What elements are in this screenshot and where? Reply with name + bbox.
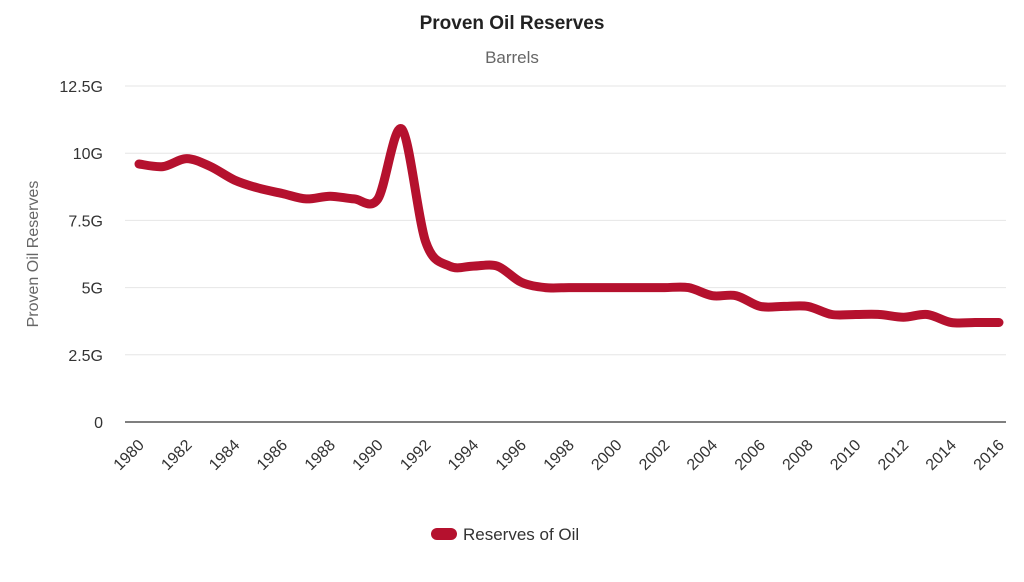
data-point bbox=[827, 310, 836, 319]
x-tick-label: 2014 bbox=[923, 437, 960, 474]
data-point bbox=[565, 283, 574, 292]
y-tick-label: 10G bbox=[73, 146, 103, 163]
data-point bbox=[397, 125, 406, 134]
x-tick-label: 2008 bbox=[780, 437, 817, 474]
data-point bbox=[923, 310, 932, 319]
data-point bbox=[421, 237, 430, 246]
data-point bbox=[230, 176, 239, 185]
x-tick-label: 2016 bbox=[971, 437, 1008, 474]
data-point bbox=[636, 283, 645, 292]
data-point bbox=[350, 194, 359, 203]
y-tick-label: 5G bbox=[82, 281, 103, 298]
data-point bbox=[517, 278, 526, 287]
data-point bbox=[254, 184, 263, 193]
data-point bbox=[971, 318, 980, 327]
x-tick-label: 1982 bbox=[158, 437, 195, 474]
y-tick-label: 0 bbox=[94, 415, 103, 432]
x-tick-label: 1984 bbox=[206, 437, 243, 474]
x-tick-label: 1996 bbox=[493, 437, 530, 474]
chart-subtitle: Barrels bbox=[485, 48, 539, 67]
gridlines bbox=[125, 85, 1006, 356]
x-tick-label: 1986 bbox=[254, 437, 291, 474]
data-point bbox=[612, 283, 621, 292]
y-tick-label: 7.5G bbox=[68, 213, 103, 230]
data-point bbox=[851, 310, 860, 319]
x-tick-label: 2006 bbox=[732, 437, 769, 474]
data-point bbox=[780, 302, 789, 311]
x-axis-ticks: 1980 1982 1984 1986 1988 1990 1992 1994 1996 1998… bbox=[111, 437, 1008, 474]
x-tick-label: 1998 bbox=[541, 437, 578, 474]
y-axis-ticks: 0 2.5G 5G 7.5G 10G 12.5G bbox=[59, 79, 103, 432]
x-tick-label: 1994 bbox=[445, 437, 482, 474]
data-point bbox=[182, 154, 191, 163]
x-tick-label: 2000 bbox=[588, 437, 625, 474]
data-point bbox=[469, 262, 478, 271]
data-point bbox=[278, 189, 287, 198]
data-point bbox=[373, 194, 382, 203]
x-tick-label: 1980 bbox=[111, 437, 148, 474]
y-tick-label: 2.5G bbox=[68, 348, 103, 365]
x-tick-label: 1992 bbox=[397, 437, 434, 474]
legend-swatch bbox=[431, 528, 457, 540]
data-point bbox=[588, 283, 597, 292]
series-line-reserves-of-oil bbox=[134, 124, 1004, 328]
data-point bbox=[302, 194, 311, 203]
data-point bbox=[803, 302, 812, 311]
data-point bbox=[206, 162, 215, 171]
y-tick-label: 12.5G bbox=[59, 79, 103, 96]
series-layer bbox=[134, 124, 1004, 328]
data-point bbox=[875, 310, 884, 319]
data-point bbox=[135, 159, 144, 168]
x-tick-label: 2002 bbox=[636, 437, 673, 474]
x-tick-label: 2010 bbox=[827, 437, 864, 474]
legend[interactable]: Reserves of Oil bbox=[431, 525, 579, 544]
data-point bbox=[541, 283, 550, 292]
data-point bbox=[899, 313, 908, 322]
y-axis-title: Proven Oil Reserves bbox=[25, 181, 42, 328]
x-tick-label: 2004 bbox=[684, 437, 721, 474]
data-point bbox=[158, 162, 167, 171]
data-point bbox=[732, 291, 741, 300]
data-point bbox=[684, 283, 693, 292]
data-point bbox=[995, 318, 1004, 327]
x-tick-label: 1988 bbox=[302, 437, 339, 474]
x-tick-label: 2012 bbox=[875, 437, 912, 474]
data-point bbox=[756, 302, 765, 311]
data-point bbox=[326, 192, 335, 201]
data-point bbox=[493, 262, 502, 271]
data-point bbox=[445, 262, 454, 271]
chart-title: Proven Oil Reserves bbox=[420, 13, 605, 34]
data-point bbox=[660, 283, 669, 292]
x-tick-label: 1990 bbox=[350, 437, 387, 474]
legend-label: Reserves of Oil bbox=[463, 525, 579, 544]
data-point bbox=[708, 291, 717, 300]
data-point bbox=[947, 318, 956, 327]
